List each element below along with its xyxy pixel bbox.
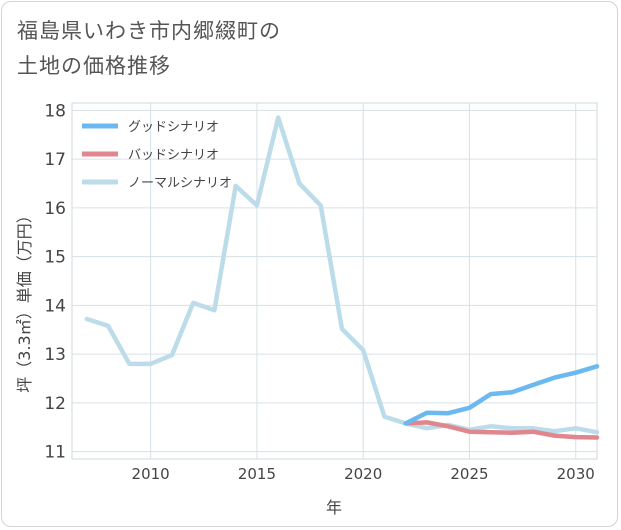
y-tick-label-18: 18 [44, 101, 66, 121]
chart-title-line-1: 福島県いわき市内郷綴町の [17, 19, 281, 43]
y-tick-label-14: 14 [44, 296, 66, 316]
y-tick-label-13: 13 [44, 345, 66, 365]
x-tick-label-2030: 2030 [557, 465, 595, 483]
y-axis-ticks: 11 12 13 14 15 16 17 18 [44, 101, 66, 462]
series-line-1 [403, 420, 600, 440]
chart-title-line-2: 土地の価格推移 [17, 54, 171, 78]
legend-label-2: ノーマルシナリオ [128, 176, 232, 191]
legend-label-0: グッドシナリオ [128, 120, 219, 135]
grid-lines [72, 103, 597, 459]
series-line-2 [84, 115, 600, 435]
y-tick-label-17: 17 [44, 150, 66, 170]
series-line-0 [403, 364, 600, 426]
x-tick-label-2020: 2020 [344, 465, 382, 483]
y-tick-label-12: 12 [44, 394, 66, 414]
y-tick-label-16: 16 [44, 199, 66, 219]
y-tick-label-15: 15 [44, 248, 66, 268]
x-axis-label: 年 [326, 498, 342, 517]
x-tick-label-2010: 2010 [132, 465, 170, 483]
y-tick-label-11: 11 [44, 443, 66, 463]
legend-label-1: バッドシナリオ [128, 148, 219, 163]
chart-title: 福島県いわき市内郷綴町の 土地の価格推移 [17, 14, 457, 84]
x-tick-label-2025: 2025 [450, 465, 488, 483]
x-tick-label-2015: 2015 [238, 465, 276, 483]
x-axis-ticks: 2010 2015 2020 2025 2030 [132, 465, 595, 483]
y-axis-label: 坪（3.3㎡）単価（万円） [15, 207, 34, 392]
data-series [84, 115, 600, 440]
